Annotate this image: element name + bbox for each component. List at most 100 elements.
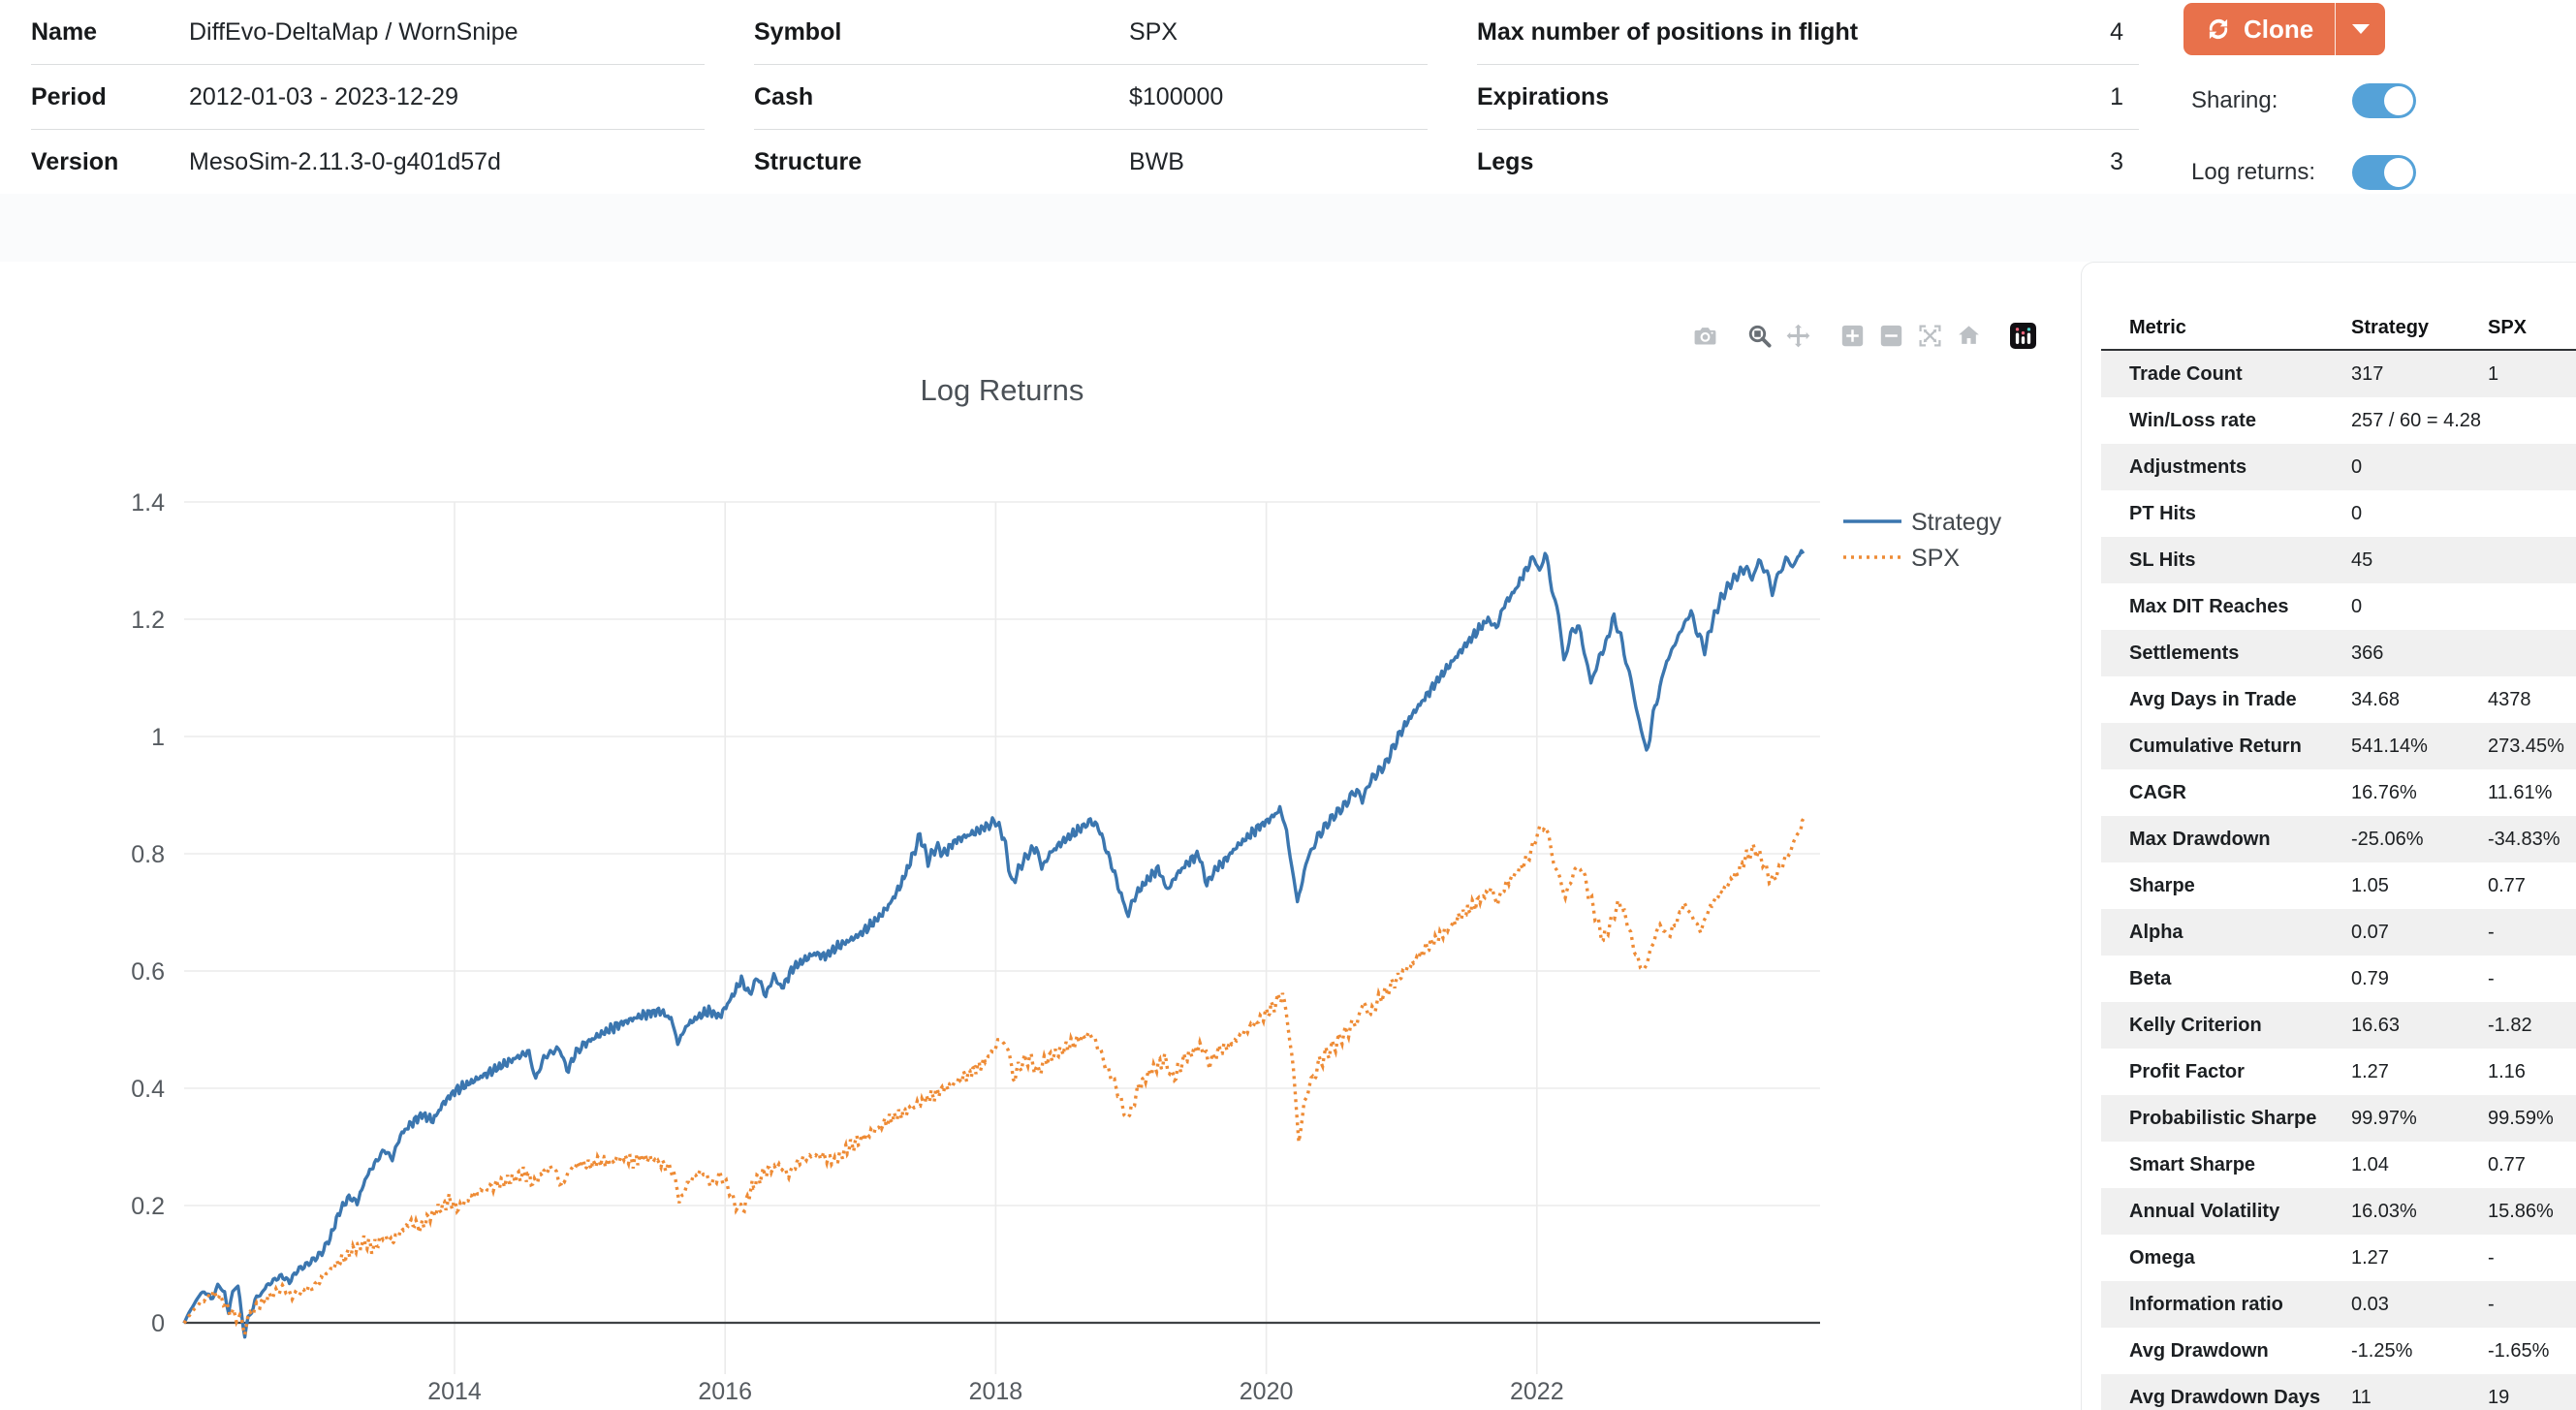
field-row-expirations: Expirations 1: [1477, 65, 2139, 130]
spx-value: 15.86%: [2488, 1200, 2554, 1222]
strategy-value: 0.07: [2351, 921, 2389, 943]
section-divider-band: [0, 194, 2576, 262]
spx-value: -: [2488, 967, 2495, 989]
metric-name: Smart Sharpe: [2129, 1153, 2256, 1175]
table-row-annual-volatility: Annual Volatility 16.03% 15.86%: [2101, 1188, 2576, 1235]
table-row-beta: Beta 0.79 -: [2101, 956, 2576, 1002]
y-tick-label: 0.4: [131, 1076, 165, 1103]
column-header-metric: Metric: [2101, 306, 2351, 351]
field-label: Version: [31, 147, 119, 175]
modebar-zoom-in-icon[interactable]: [1833, 318, 1871, 353]
modebar-pan-icon[interactable]: [1778, 318, 1817, 353]
metric-name: Avg Drawdown: [2129, 1339, 2269, 1362]
field-value: MesoSim-2.11.3-0-g401d57d: [189, 147, 501, 175]
field-value: $100000: [1129, 82, 1224, 110]
strategy-value: 366: [2351, 642, 2384, 664]
column-header-spx: SPX: [2488, 306, 2576, 351]
strategy-value: 0: [2351, 502, 2363, 524]
strategy-value: 0: [2351, 455, 2363, 478]
x-tick-label: 2018: [969, 1378, 1023, 1405]
spx-value: [2488, 583, 2576, 630]
spx-value: -: [2488, 1246, 2495, 1269]
field-value: BWB: [1129, 147, 1184, 175]
metric-name: Sharpe: [2129, 874, 2195, 896]
legend-item-spx[interactable]: SPX: [1843, 545, 1960, 572]
clone-dropdown-button[interactable]: [2335, 3, 2386, 55]
metric-name: Information ratio: [2129, 1293, 2283, 1315]
summary-column-2: Symbol SPX Cash $100000 Structure BWB: [754, 0, 1428, 195]
summary-column-3: Max number of positions in flight 4 Expira…: [1477, 0, 2139, 195]
table-row-omega: Omega 1.27 -: [2101, 1235, 2576, 1281]
field-label: Expirations: [1477, 82, 1610, 110]
sharing-toggle-row: Sharing:: [2191, 83, 2416, 118]
spx-value: 99.59%: [2488, 1107, 2554, 1129]
results-section: 0 0.2 0.4 0.6 0.8 1 1.2 1.4 2014 2016 2018 2020 2022…: [0, 262, 2576, 1410]
spx-value: [2488, 490, 2576, 537]
metric-name: Annual Volatility: [2129, 1200, 2280, 1222]
log-returns-chart[interactable]: 0 0.2 0.4 0.6 0.8 1 1.2 1.4 2014 2016 2018 2020 2022…: [0, 262, 2081, 1409]
table-row-probabilistic-sharpe: Probabilistic Sharpe 99.97% 99.59%: [2101, 1095, 2576, 1142]
spx-series-line: [182, 817, 1806, 1335]
modebar-zoom-out-icon[interactable]: [1871, 318, 1910, 353]
field-value: 1: [2110, 82, 2123, 110]
strategy-value: -25.06%: [2351, 828, 2424, 850]
field-row-symbol: Symbol SPX: [754, 0, 1428, 65]
field-value: SPX: [1129, 17, 1178, 46]
strategy-value: 16.76%: [2351, 781, 2417, 803]
log-returns-toggle[interactable]: [2352, 155, 2416, 190]
metric-name: PT Hits: [2129, 502, 2196, 524]
metric-name: Max DIT Reaches: [2129, 595, 2289, 617]
x-tick-label: 2022: [1510, 1378, 1564, 1405]
modebar-autoscale-icon[interactable]: [1910, 318, 1949, 353]
spx-value: -: [2488, 1293, 2495, 1315]
sharing-toggle[interactable]: [2352, 83, 2416, 118]
modebar-zoom-icon[interactable]: [1740, 318, 1778, 353]
spx-value: 11.61%: [2488, 781, 2553, 803]
strategy-value: 1.27: [2351, 1246, 2389, 1269]
field-label: Symbol: [754, 17, 842, 46]
metric-name: Omega: [2129, 1246, 2195, 1269]
toggle-knob: [2384, 86, 2413, 115]
spx-value: [2488, 537, 2576, 583]
spx-value: 0.77: [2488, 1153, 2526, 1175]
table-row-adjustments: Adjustments 0: [2101, 444, 2576, 490]
strategy-value: 257 / 60 = 4.28: [2351, 409, 2482, 431]
field-value: 2012-01-03 - 2023-12-29: [189, 82, 458, 110]
pan-icon: [1786, 324, 1809, 347]
legend-item-strategy[interactable]: Strategy: [1843, 509, 2002, 536]
sharing-toggle-label: Sharing:: [2191, 87, 2278, 113]
strategy-value: 0.79: [2351, 967, 2389, 989]
strategy-value: 0: [2351, 595, 2363, 617]
table-row-pt-hits: PT Hits 0: [2101, 490, 2576, 537]
zoom-out-icon: [1880, 325, 1901, 346]
strategy-value: 0.03: [2351, 1293, 2389, 1315]
y-tick-label: 0.6: [131, 958, 165, 986]
strategy-value: 1.05: [2351, 874, 2389, 896]
clone-button[interactable]: Clone: [2183, 3, 2336, 55]
legend-label: Strategy: [1911, 509, 2002, 536]
spx-value: -1.65%: [2488, 1339, 2550, 1362]
metric-name: Probabilistic Sharpe: [2129, 1107, 2317, 1129]
field-value: 4: [2110, 17, 2123, 46]
camera-icon: [1694, 327, 1715, 344]
strategy-value: 11: [2351, 1386, 2372, 1408]
table-row-avg-drawdown-days: Avg Drawdown Days 11 19: [2101, 1374, 2576, 1410]
spx-value: -34.83%: [2488, 828, 2560, 850]
modebar-plotly-logo-icon[interactable]: [2003, 318, 2042, 353]
zoom-icon: [1748, 325, 1772, 348]
plotly-modebar: [1685, 318, 2042, 353]
table-row-cagr: CAGR 16.76% 11.61%: [2101, 769, 2576, 816]
field-row-cash: Cash $100000: [754, 65, 1428, 130]
metric-name: Trade Count: [2129, 362, 2243, 385]
metric-name: Profit Factor: [2129, 1060, 2245, 1082]
field-label: Name: [31, 17, 98, 46]
chevron-down-icon: [2351, 24, 2370, 34]
metric-name: Settlements: [2129, 642, 2240, 664]
modebar-home-icon[interactable]: [1949, 318, 1988, 353]
strategy-value: 1.04: [2351, 1153, 2389, 1175]
modebar-camera-icon[interactable]: [1685, 318, 1724, 353]
spx-value: 1: [2488, 362, 2499, 385]
field-row-version: Version MesoSim-2.11.3-0-g401d57d: [31, 130, 705, 195]
clone-split-button: Clone: [2183, 3, 2386, 55]
